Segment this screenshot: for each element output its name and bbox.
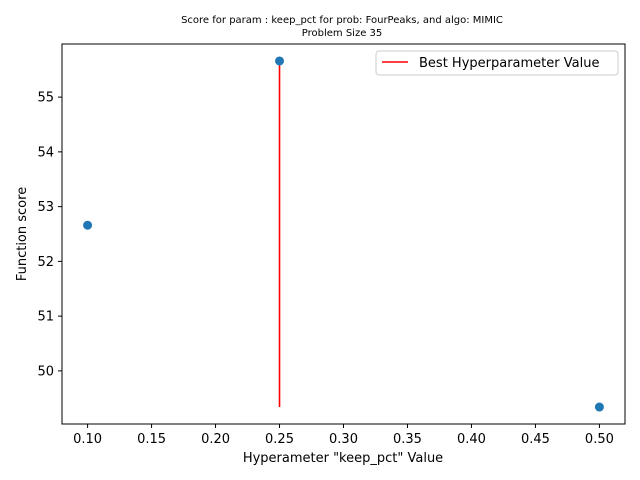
plot-area xyxy=(61,43,626,425)
data-point xyxy=(83,220,93,230)
x-tick-label: 0.15 xyxy=(137,432,166,447)
chart-subtitle: Problem Size 35 xyxy=(302,28,383,39)
x-tick-label: 0.10 xyxy=(73,432,102,447)
x-tick-label: 0.30 xyxy=(329,432,358,447)
y-axis-ticks: 50 51 52 53 54 55 xyxy=(37,91,62,379)
x-tick-label: 0.50 xyxy=(585,432,614,447)
y-axis-label: Function score xyxy=(15,187,30,281)
x-axis-label: Hyperameter "keep_pct" Value xyxy=(243,451,443,466)
x-axis-ticks: 0.10 0.15 0.20 0.25 0.30 0.35 0.40 0.45 0.50 xyxy=(73,424,614,447)
y-tick-label: 55 xyxy=(37,91,54,106)
chart-title: Score for param : keep_pct for prob: Fou… xyxy=(181,15,503,26)
data-point xyxy=(594,402,604,412)
x-tick-label: 0.25 xyxy=(265,432,294,447)
y-tick-label: 50 xyxy=(37,364,54,379)
y-tick-label: 53 xyxy=(37,200,54,215)
y-tick-label: 54 xyxy=(37,145,54,160)
data-point xyxy=(275,56,285,66)
x-tick-label: 0.20 xyxy=(201,432,230,447)
legend-box xyxy=(375,50,619,76)
y-tick-label: 52 xyxy=(37,255,54,270)
x-tick-label: 0.35 xyxy=(393,432,422,447)
legend-label: Best Hyperparameter Value xyxy=(419,56,599,71)
chart-marks xyxy=(83,56,604,412)
x-tick-label: 0.40 xyxy=(457,432,486,447)
legend: Best Hyperparameter Value xyxy=(375,50,619,76)
x-tick-label: 0.45 xyxy=(521,432,550,447)
y-tick-label: 51 xyxy=(37,310,54,325)
